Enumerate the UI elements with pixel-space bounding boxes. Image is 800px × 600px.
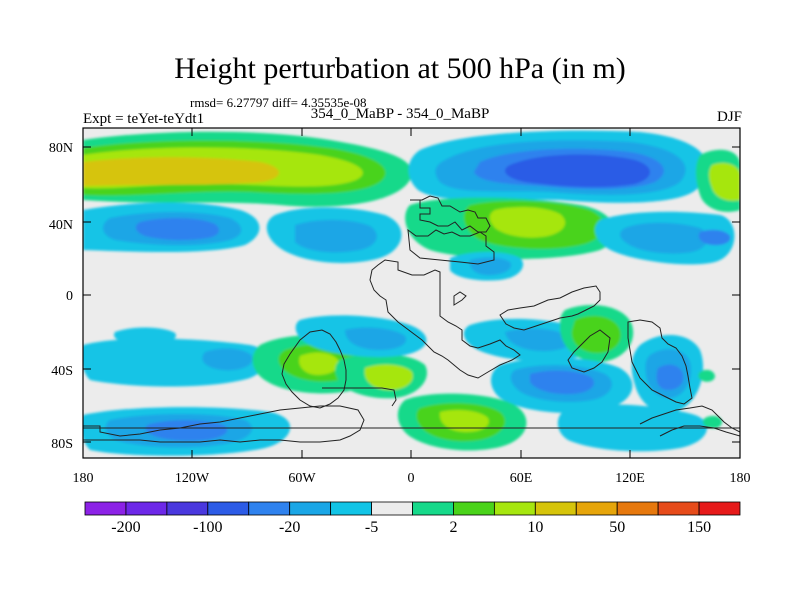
coast-africa-north <box>407 228 495 265</box>
colorbar-label: 50 <box>609 519 625 536</box>
colorbar-swatch <box>493 501 536 516</box>
lon-label-120w: 120W <box>175 471 210 486</box>
field-s-neg-4c <box>530 370 594 395</box>
coast-antarctica-west <box>659 425 740 437</box>
lon-label-180e: 180 <box>730 471 751 486</box>
colorbar-swatch <box>330 501 372 516</box>
field-s-neg-5c <box>656 364 684 390</box>
lon-label-0: 0 <box>408 471 415 486</box>
field-s-bottom-neg-3 <box>145 420 228 441</box>
field-s-neg-2b <box>345 327 407 350</box>
longitude-axis: 180 120W 60W 0 60E 120E 180 <box>73 471 751 486</box>
lon-label-60e: 60E <box>510 471 533 486</box>
colorbar-swatch <box>575 501 618 516</box>
field-s-neg-1c <box>202 348 253 371</box>
colorbar-swatch <box>125 501 168 516</box>
coastlines <box>83 195 740 443</box>
contour-fields <box>83 130 740 456</box>
colorbar-swatch <box>698 501 741 516</box>
colorbar-swatch <box>371 501 413 516</box>
stats-label: rmsd= 6.27797 diff= 4.35535e-08 <box>190 95 367 110</box>
lon-label-180w: 180 <box>73 471 94 486</box>
colorbar-swatch <box>289 501 332 516</box>
colorbar-label: 2 <box>449 519 457 536</box>
map-panel: 80N 40N 0 40S 80S 180 120W 60W 0 60E 120… <box>49 127 751 486</box>
field-ene-neg-2 <box>620 222 708 254</box>
field-s-bottom-pos-e <box>702 415 722 429</box>
latitude-ticks <box>83 146 740 443</box>
colorbar-label: -200 <box>111 519 140 536</box>
field-s-bottom-pos-3 <box>439 410 489 432</box>
colorbar-label: -20 <box>279 519 300 536</box>
colorbar-swatch <box>207 501 250 516</box>
colorbar-swatch <box>534 501 577 516</box>
field-ene-neg-3 <box>698 229 731 246</box>
field-mid-neg-2 <box>295 219 377 253</box>
colorbar-label: 150 <box>687 519 711 536</box>
field-s-pos-2b <box>364 364 413 390</box>
season-label: DJF <box>716 109 742 125</box>
longitude-ticks <box>191 128 631 458</box>
lat-label-80n: 80N <box>49 141 73 156</box>
colorbar-swatch <box>412 501 454 516</box>
coast-australia-west <box>627 319 693 405</box>
coast-antarctica-edge <box>83 405 365 443</box>
coast-sahara <box>369 259 521 379</box>
colorbar-swatch <box>166 501 209 516</box>
coast-sa-south <box>281 329 347 409</box>
lat-label-0: 0 <box>66 289 73 304</box>
experiment-label: Expt = teYet-teYdt1 <box>83 111 205 127</box>
colorbar-label: 10 <box>527 519 543 536</box>
coast-antarctica-east <box>639 405 740 433</box>
field-s-pos-1c <box>299 352 339 375</box>
field-s-neg-1b <box>114 327 176 344</box>
lon-label-60w: 60W <box>288 471 316 486</box>
case-label: 354_0_MaBP - 354_0_MaBP <box>310 106 490 122</box>
colorbar-swatch <box>657 501 700 516</box>
lat-label-80s: 80S <box>51 437 73 452</box>
field-ne-pos-edge-2 <box>709 163 740 201</box>
field-mid-small-neg-2 <box>469 257 512 276</box>
lat-label-40n: 40N <box>49 218 73 233</box>
latitude-axis: 80N 40N 0 40S 80S <box>49 141 73 452</box>
plot-title: Height perturbation at 500 hPa (in m) <box>174 52 626 85</box>
field-s-pos-small <box>698 369 715 382</box>
colorbar-swatch <box>84 501 127 516</box>
colorbar-label: -100 <box>193 519 222 536</box>
field-nw-neg-3 <box>135 218 220 241</box>
field-n-pos-4 <box>83 157 280 186</box>
colorbar-swatch <box>248 501 291 516</box>
field-s-pos-3b <box>571 315 621 354</box>
coast-asia-south <box>499 285 601 331</box>
coast-sa-link <box>322 387 397 407</box>
lon-label-120e: 120E <box>615 471 645 486</box>
field-eu-pos-3 <box>489 206 566 238</box>
lat-label-40s: 40S <box>51 364 73 379</box>
colorbar-label: -5 <box>365 519 378 536</box>
field-ne-neg-4 <box>505 154 650 188</box>
coast-indian <box>567 329 611 373</box>
colorbar: -200 -100 -20 -5 2 10 50 150 <box>84 501 741 536</box>
colorbar-swatch <box>616 501 659 516</box>
colorbar-swatch <box>453 501 495 516</box>
field-s-neg-3b <box>505 328 571 352</box>
coast-europe <box>410 195 491 233</box>
coast-arabia <box>453 291 467 306</box>
